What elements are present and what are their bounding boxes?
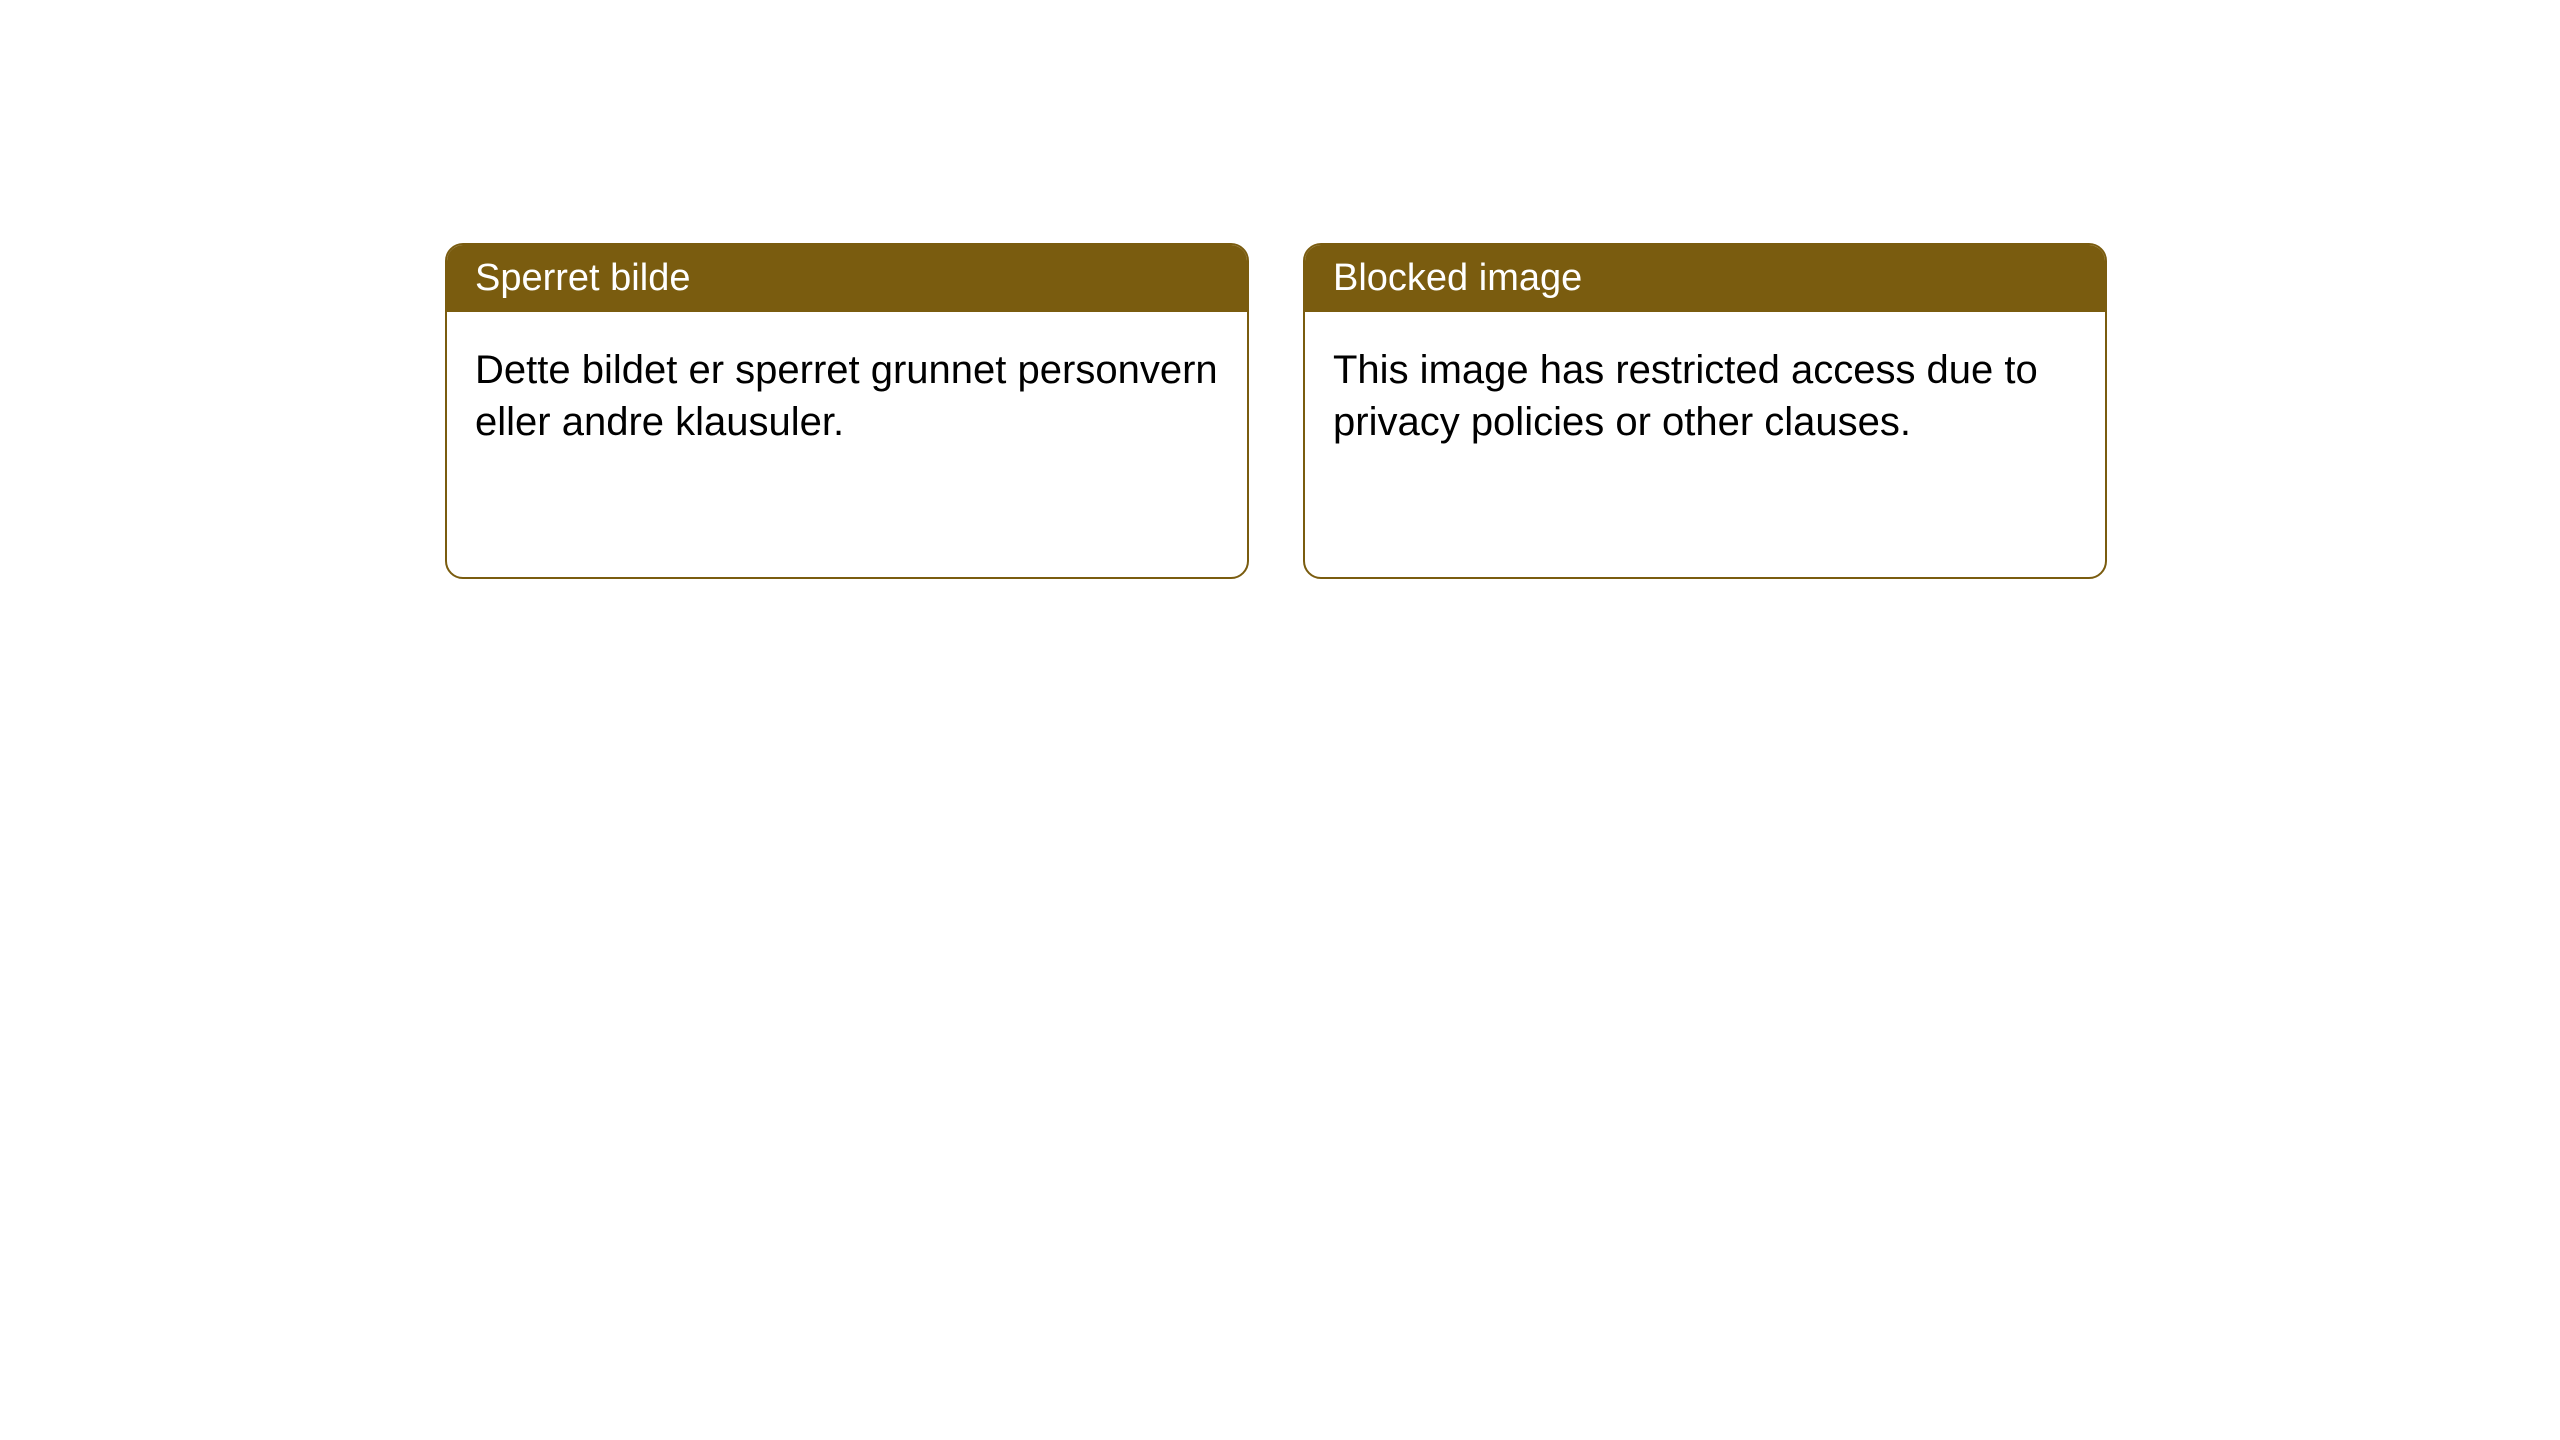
card-body: Dette bildet er sperret grunnet personve… <box>447 312 1247 480</box>
card-body-text: Dette bildet er sperret grunnet personve… <box>475 348 1218 444</box>
card-header: Blocked image <box>1305 245 2105 312</box>
notice-card-norwegian: Sperret bilde Dette bildet er sperret gr… <box>445 243 1249 579</box>
card-body-text: This image has restricted access due to … <box>1333 348 2038 444</box>
card-header: Sperret bilde <box>447 245 1247 312</box>
notice-cards-container: Sperret bilde Dette bildet er sperret gr… <box>445 243 2107 579</box>
card-title: Sperret bilde <box>475 257 690 299</box>
card-body: This image has restricted access due to … <box>1305 312 2105 480</box>
card-title: Blocked image <box>1333 257 1582 299</box>
notice-card-english: Blocked image This image has restricted … <box>1303 243 2107 579</box>
